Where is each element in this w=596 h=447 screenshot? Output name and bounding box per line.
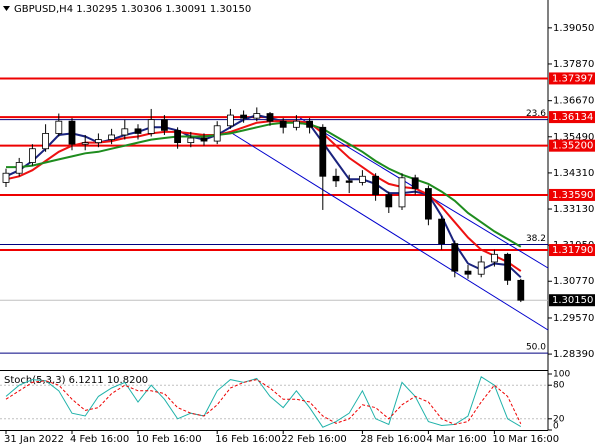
candle-body <box>134 128 142 134</box>
y-tick-label: 1.35490 <box>553 132 594 143</box>
candle-body <box>174 129 182 144</box>
y-tick-label: 1.29570 <box>553 313 594 324</box>
candle-body <box>504 253 512 281</box>
x-tick-label: 4 Feb 16:00 <box>70 434 129 445</box>
moving-average <box>6 121 522 248</box>
candle-body <box>200 137 208 142</box>
candle-body <box>121 128 129 136</box>
level-label: 1.37397 <box>552 73 593 84</box>
moving-average <box>5 114 522 279</box>
candle-body <box>358 175 366 183</box>
candle-body <box>15 162 23 174</box>
level-label-box <box>549 72 595 85</box>
y-tick-label: 1.33130 <box>553 204 594 215</box>
candle-body <box>424 188 432 220</box>
candle-body <box>42 133 49 150</box>
stoch-tick-label: 100 <box>553 370 570 380</box>
stoch-tick-label: 80 <box>553 381 565 391</box>
level-label: 1.31790 <box>552 245 593 256</box>
candle-body <box>411 177 419 189</box>
candle-body <box>451 243 459 272</box>
level-label-box <box>549 139 595 152</box>
stoch-tick-label: 0 <box>553 422 559 432</box>
candle-body <box>2 172 10 183</box>
candle-body <box>108 134 115 140</box>
y-tick-label: 1.39050 <box>553 23 594 34</box>
candle-body <box>147 119 155 134</box>
candle-body <box>517 279 525 301</box>
candle-body <box>279 120 287 128</box>
candle-body <box>55 120 63 134</box>
candle-body <box>160 119 168 131</box>
candle-body <box>240 114 248 119</box>
candle-body <box>464 270 472 275</box>
level-label: 1.35200 <box>552 141 593 152</box>
y-tick-label: 1.37870 <box>553 59 594 70</box>
level-label-box <box>549 188 595 201</box>
candle-body <box>319 126 327 177</box>
candle-body <box>385 194 393 208</box>
x-tick-label: 22 Feb 16:00 <box>281 434 347 445</box>
candle-body <box>292 120 300 128</box>
stoch-label: Stoch(5,3,3) 6.1211 10.8200 <box>4 375 148 386</box>
level-label: 1.36134 <box>552 112 593 123</box>
moving-average <box>5 120 522 272</box>
candle-body <box>266 113 274 122</box>
candle-body <box>226 114 234 127</box>
x-tick-label: 10 Mar 16:00 <box>492 434 559 445</box>
y-tick-label: 1.34310 <box>553 168 594 179</box>
level-label-box <box>549 111 595 124</box>
candle-body <box>81 142 89 145</box>
x-tick-label: 28 Feb 16:00 <box>360 434 426 445</box>
candle-body <box>253 113 261 119</box>
chart-title: GBPUSD,H4 1.30295 1.30306 1.30091 1.3015… <box>14 4 251 15</box>
candle-body <box>477 261 485 275</box>
candle-body <box>68 120 76 145</box>
stoch-signal <box>5 379 522 425</box>
candle-body <box>398 177 406 208</box>
candle-body <box>332 175 340 182</box>
channel-lower <box>229 131 549 331</box>
y-tick-label: 1.28390 <box>553 349 594 360</box>
x-tick-label: 4 Mar 16:00 <box>426 434 486 445</box>
fib-label: 38.2 <box>526 234 546 244</box>
candle-body <box>438 218 446 245</box>
x-tick-label: 10 Feb 16:00 <box>136 434 202 445</box>
x-tick-label: 16 Feb 16:00 <box>215 434 281 445</box>
level-label: 1.33590 <box>552 190 593 201</box>
candle-body <box>372 175 380 196</box>
level-label-box <box>549 244 595 257</box>
current-price-box <box>549 294 595 307</box>
candle-body <box>213 125 221 142</box>
menu-arrow <box>3 6 10 11</box>
fib-label: 50.0 <box>526 343 546 353</box>
x-tick-label: 31 Jan 2022 <box>4 434 64 445</box>
candle-body <box>95 139 102 144</box>
candle-body <box>490 253 498 263</box>
candle-body <box>345 180 353 183</box>
y-tick-label: 1.30770 <box>553 276 594 287</box>
candle-body <box>306 120 314 128</box>
stoch-tick-label: 20 <box>553 414 565 424</box>
candle-body <box>28 148 36 163</box>
fib-label: 23.6 <box>526 109 546 119</box>
candle-body <box>187 137 195 144</box>
y-tick-label: 1.36670 <box>553 96 594 107</box>
current-price-label: 1.30150 <box>552 295 593 306</box>
stoch-main <box>5 376 522 428</box>
